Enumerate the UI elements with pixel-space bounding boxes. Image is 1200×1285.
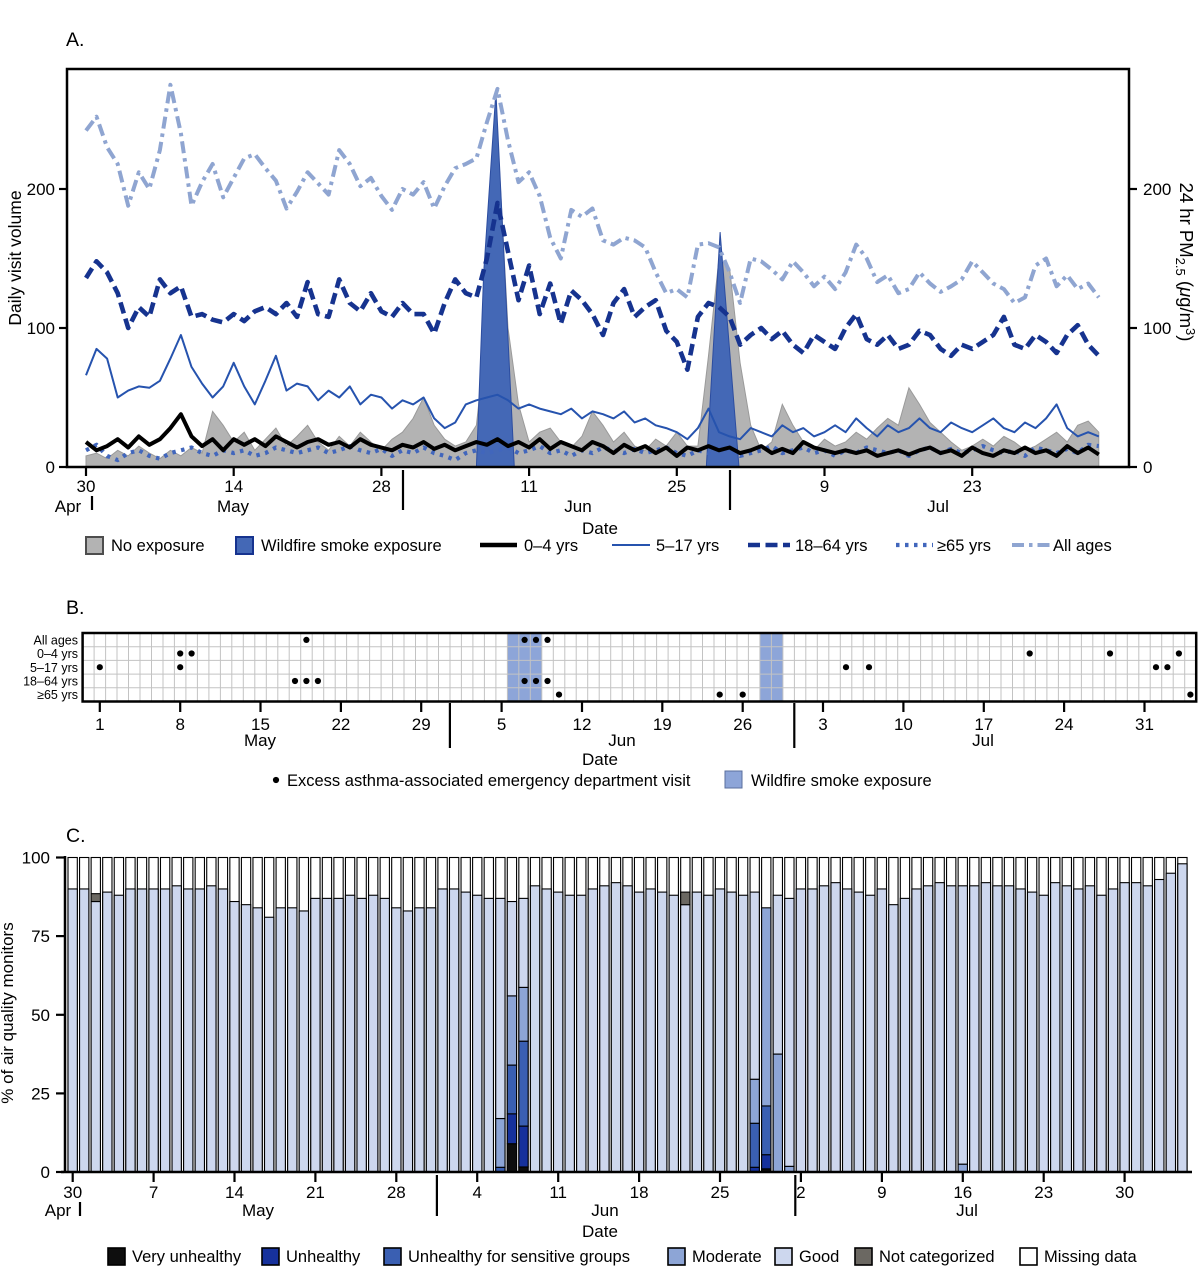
svg-text:4: 4 xyxy=(472,1183,481,1202)
svg-text:Unhealthy: Unhealthy xyxy=(286,1248,361,1266)
svg-text:9: 9 xyxy=(820,477,829,496)
svg-text:19: 19 xyxy=(653,715,672,734)
svg-text:All ages: All ages xyxy=(1053,537,1112,555)
svg-text:Good: Good xyxy=(799,1248,839,1266)
svg-text:14: 14 xyxy=(224,477,243,496)
svg-text:0: 0 xyxy=(46,458,55,477)
svg-text:Jun: Jun xyxy=(608,731,635,750)
svg-text:7: 7 xyxy=(149,1183,158,1202)
svg-text:100: 100 xyxy=(27,319,55,338)
svg-text:Jul: Jul xyxy=(956,1201,978,1220)
svg-text:25: 25 xyxy=(711,1183,730,1202)
svg-text:C.: C. xyxy=(66,825,86,847)
svg-text:28: 28 xyxy=(387,1183,406,1202)
svg-text:30: 30 xyxy=(77,477,96,496)
svg-text:23: 23 xyxy=(963,477,982,496)
svg-text:All ages: All ages xyxy=(34,633,78,647)
svg-text:Daily visit volume: Daily visit volume xyxy=(5,190,25,325)
svg-text:22: 22 xyxy=(331,715,350,734)
svg-text:16: 16 xyxy=(953,1183,972,1202)
svg-text:100: 100 xyxy=(22,849,50,868)
svg-text:15: 15 xyxy=(251,715,270,734)
svg-text:50: 50 xyxy=(31,1006,50,1025)
svg-text:28: 28 xyxy=(372,477,391,496)
svg-text:30: 30 xyxy=(1115,1183,1134,1202)
svg-text:≥65 yrs: ≥65 yrs xyxy=(937,537,991,555)
svg-text:5: 5 xyxy=(497,715,506,734)
svg-text:18: 18 xyxy=(630,1183,649,1202)
svg-text:B.: B. xyxy=(66,597,84,619)
svg-text:23: 23 xyxy=(1034,1183,1053,1202)
svg-text:17: 17 xyxy=(974,715,993,734)
svg-text:2: 2 xyxy=(796,1183,805,1202)
svg-text:75: 75 xyxy=(31,927,50,946)
svg-text:Excess asthma-associated emerg: Excess asthma-associated emergency depar… xyxy=(287,772,691,790)
svg-text:11: 11 xyxy=(520,477,538,496)
svg-text:5–17 yrs: 5–17 yrs xyxy=(656,537,719,555)
svg-text:30: 30 xyxy=(63,1183,82,1202)
svg-text:May: May xyxy=(244,731,277,750)
svg-text:14: 14 xyxy=(225,1183,244,1202)
svg-text:25: 25 xyxy=(31,1084,50,1103)
svg-text:5–17 yrs: 5–17 yrs xyxy=(30,661,78,675)
svg-text:May: May xyxy=(217,497,250,516)
svg-text:Apr: Apr xyxy=(55,497,82,516)
svg-text:0: 0 xyxy=(1143,458,1152,477)
svg-text:A.: A. xyxy=(66,29,84,51)
svg-text:Wildfire smoke exposure: Wildfire smoke exposure xyxy=(751,772,932,790)
svg-text:11: 11 xyxy=(549,1183,567,1202)
svg-text:Very unhealthy: Very unhealthy xyxy=(132,1248,242,1266)
svg-text:18–64 yrs: 18–64 yrs xyxy=(23,675,78,689)
svg-text:12: 12 xyxy=(573,715,592,734)
svg-text:Missing data: Missing data xyxy=(1044,1248,1137,1266)
svg-text:25: 25 xyxy=(667,477,686,496)
svg-text:Jun: Jun xyxy=(591,1201,618,1220)
svg-text:8: 8 xyxy=(175,715,184,734)
svg-text:100: 100 xyxy=(1143,319,1171,338)
svg-text:200: 200 xyxy=(27,180,55,199)
svg-text:9: 9 xyxy=(877,1183,886,1202)
svg-text:Date: Date xyxy=(582,1222,618,1241)
svg-text:No exposure: No exposure xyxy=(111,537,205,555)
svg-text:Jun: Jun xyxy=(564,497,591,516)
svg-text:1: 1 xyxy=(95,715,104,734)
svg-text:3: 3 xyxy=(818,715,827,734)
svg-text:31: 31 xyxy=(1135,715,1154,734)
svg-text:Unhealthy for sensitive groups: Unhealthy for sensitive groups xyxy=(408,1248,630,1266)
svg-text:26: 26 xyxy=(733,715,752,734)
svg-text:0–4 yrs: 0–4 yrs xyxy=(37,647,78,661)
svg-text:0–4 yrs: 0–4 yrs xyxy=(524,537,578,555)
svg-text:Jul: Jul xyxy=(927,497,949,516)
svg-text:Date: Date xyxy=(582,750,618,769)
svg-text:10: 10 xyxy=(894,715,913,734)
svg-text:200: 200 xyxy=(1143,180,1171,199)
svg-text:Not categorized: Not categorized xyxy=(879,1248,995,1266)
svg-text:≥65 yrs: ≥65 yrs xyxy=(37,688,78,702)
svg-text:18–64 yrs: 18–64 yrs xyxy=(795,537,867,555)
svg-text:Apr: Apr xyxy=(45,1201,72,1220)
svg-text:May: May xyxy=(242,1201,275,1220)
svg-text:Moderate: Moderate xyxy=(692,1248,762,1266)
svg-text:24: 24 xyxy=(1055,715,1074,734)
svg-text:Jul: Jul xyxy=(972,731,994,750)
svg-text:% of air quality monitors: % of air quality monitors xyxy=(0,922,17,1103)
svg-text:Date: Date xyxy=(582,519,618,538)
svg-text:29: 29 xyxy=(412,715,431,734)
svg-text:Wildfire smoke exposure: Wildfire smoke exposure xyxy=(261,537,442,555)
svg-text:21: 21 xyxy=(306,1183,325,1202)
svg-text:0: 0 xyxy=(41,1163,50,1182)
